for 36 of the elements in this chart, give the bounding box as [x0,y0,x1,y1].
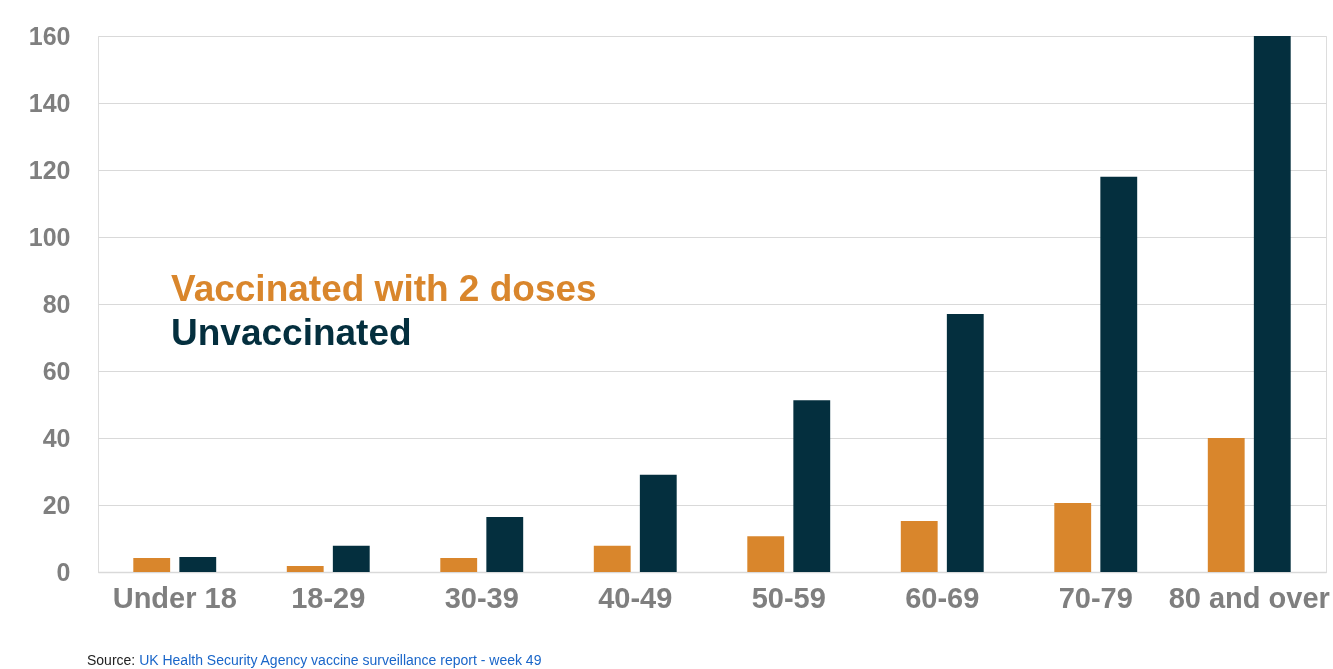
y-tick-label: 20 [42,490,71,519]
x-tick-label: Under 18 [112,581,237,614]
bar [332,545,370,572]
bar [286,565,324,572]
bar [1253,36,1291,572]
bar [793,400,831,572]
x-tick-label: 50-59 [751,581,826,614]
bar [1054,502,1092,572]
source-note: Source: UK Health Security Agency vaccine surveillance report - week 49 [87,652,542,668]
bar [1100,176,1138,572]
bar [179,556,217,572]
bar [440,557,478,572]
x-tick-label: 60-69 [905,581,980,614]
x-tick-label: 30-39 [444,581,519,614]
y-tick-label: 120 [28,155,71,184]
bar [486,517,524,572]
x-tick-label: 80 and over [1168,581,1330,614]
y-tick-label: 140 [28,88,71,117]
y-tick-label: 100 [28,222,71,251]
bar [1207,438,1245,572]
bar [639,474,677,572]
y-tick-label: 60 [42,356,71,385]
bar [133,557,171,572]
text: Vaccinated with 2 doses [171,267,597,309]
y-tick-label: 160 [28,21,71,50]
y-tick-label: 80 [42,289,71,318]
x-tick-label: 70-79 [1058,581,1133,614]
bar [946,314,984,572]
y-tick-label: 40 [42,423,71,452]
y-tick-label: 0 [56,557,71,586]
x-tick-label: 40-49 [598,581,673,614]
x-tick-label: 18-29 [291,581,366,614]
bar [747,536,785,572]
bar [900,521,938,572]
text: Unvaccinated [171,311,412,353]
bar [593,545,631,572]
